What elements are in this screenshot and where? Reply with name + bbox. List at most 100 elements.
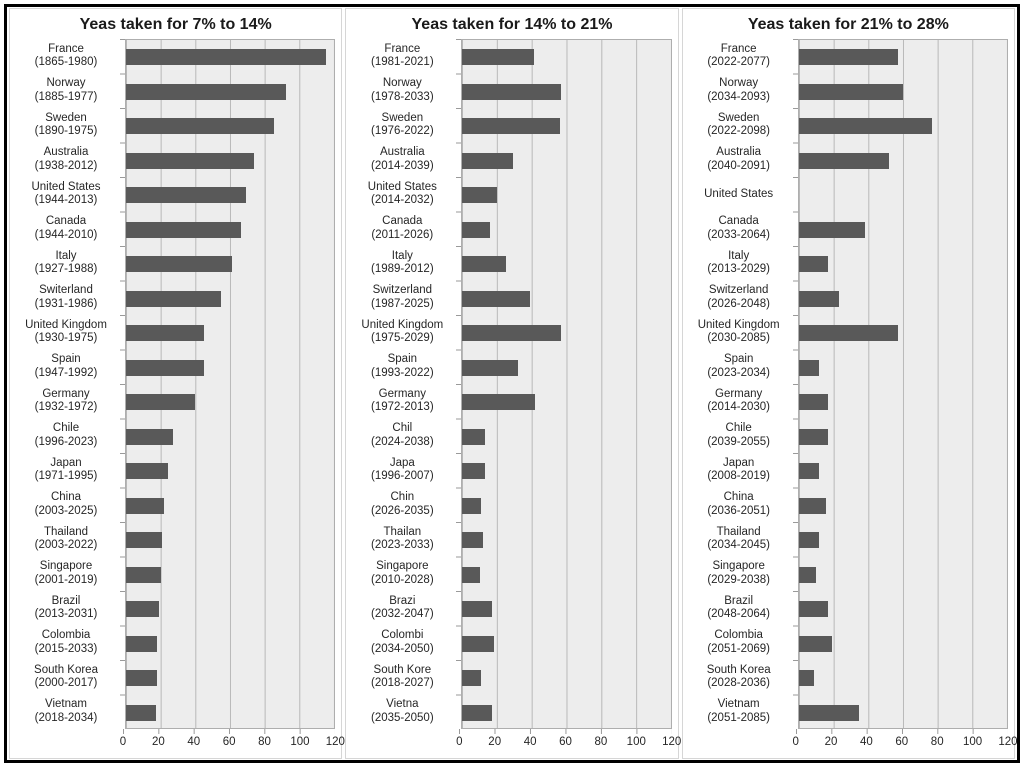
country-name: Germany (378, 387, 426, 400)
category-label: Thailand (2034-2045) (685, 522, 793, 557)
category-label: Germany (1932-1972) (12, 384, 120, 419)
category-row (126, 109, 334, 144)
period-range: (2015-2033) (34, 642, 98, 655)
category-labels: France (2022-2077) Norway (2034-2093) Sweden… (685, 39, 793, 729)
period-range: (1996-2023) (34, 435, 98, 448)
bar (462, 325, 562, 341)
period-range: (1944-2013) (34, 194, 98, 207)
bar (126, 118, 274, 134)
x-tick-label: 0 (792, 736, 799, 748)
country-name: United States (704, 187, 774, 200)
country-name: France (384, 42, 421, 55)
bar (126, 359, 205, 376)
period-range: (2036-2051) (707, 504, 770, 517)
country-name: South Korea (706, 663, 771, 676)
category-row (798, 40, 1007, 75)
category-row (462, 178, 670, 213)
category-label: Colombia (2015-2033) (12, 626, 120, 661)
bar (126, 635, 158, 652)
period-range: (2022-2098) (707, 125, 770, 138)
period-range: (1944-2010) (34, 228, 98, 241)
country-name: Vietnam (45, 698, 87, 711)
country-name: Italy (391, 249, 413, 262)
period-range: (1989-2012) (371, 263, 434, 276)
country-name: Brazi (389, 594, 416, 607)
category-row (462, 523, 670, 558)
category-row (126, 316, 334, 351)
bar (126, 428, 173, 445)
period-range: (1993-2022) (371, 366, 434, 379)
country-name: Colombia (41, 629, 91, 642)
country-name: Norway (719, 77, 759, 90)
bar (462, 566, 480, 583)
x-tick-label: 20 (151, 736, 165, 748)
period-range: (2023-2033) (371, 539, 434, 552)
category-row (798, 247, 1007, 282)
period-range: (2029-2038) (707, 573, 770, 586)
country-name: Switerland (39, 284, 93, 297)
period-range: (1971-1995) (34, 470, 98, 483)
category-row (126, 523, 334, 558)
country-name: South Kore (373, 663, 432, 676)
country-name: United States (31, 180, 101, 193)
category-label: Chil (2024-2038) (348, 419, 456, 454)
category-row (462, 661, 670, 696)
bar (462, 83, 562, 100)
chart-body: France (2022-2077) Norway (2034-2093) Sweden… (683, 39, 1014, 729)
category-label: Chin (2026-2035) (348, 488, 456, 523)
period-range: (2013-2029) (707, 263, 770, 276)
country-name: Switzerland (372, 284, 433, 297)
bar (126, 83, 286, 100)
x-tick-label: 120 (998, 736, 1018, 748)
bar (126, 152, 255, 169)
period-range: (2033-2064) (707, 228, 770, 241)
category-row (126, 178, 334, 213)
x-tick-label: 40 (523, 736, 537, 748)
category-row (799, 178, 1007, 213)
category-row (462, 144, 670, 179)
x-tick-label: 100 (963, 736, 983, 748)
category-row (798, 109, 1007, 144)
period-range: (2022-2077) (707, 56, 770, 69)
period-range: (2003-2022) (34, 539, 98, 552)
x-tick-label: 20 (824, 736, 838, 748)
bar (798, 221, 865, 238)
category-label: Chile (2039-2055) (685, 419, 793, 454)
bar (462, 428, 485, 445)
chart-panel-21-to-28: Yeas taken for 21% to 28% France (2022-20… (681, 8, 1018, 759)
bar (126, 394, 196, 410)
bar (462, 49, 534, 65)
category-row (798, 592, 1007, 627)
country-name: Spain (723, 353, 754, 366)
category-row (798, 213, 1007, 248)
category-label: China (2003-2025) (12, 488, 120, 523)
country-name: Japan (50, 456, 82, 469)
category-label: United States (1944-2013) (12, 177, 120, 212)
country-name: Colombia (714, 629, 763, 642)
bar (126, 670, 158, 686)
category-row (798, 454, 1007, 489)
category-row (126, 213, 334, 248)
bar (126, 290, 222, 307)
category-label: United Kingdom (2030-2085) (685, 315, 793, 350)
country-name: South Korea (34, 663, 98, 676)
bar (462, 256, 506, 272)
country-name: Norway (382, 77, 422, 90)
country-name: United States (367, 180, 437, 193)
x-tick-label: 120 (325, 736, 345, 748)
category-label: Vietnam (2051-2085) (685, 695, 793, 730)
category-label: United Kingdom (1975-2029) (348, 315, 456, 350)
category-row (126, 661, 334, 696)
category-label: France (1865-1980) (12, 39, 120, 74)
country-name: Japa (389, 456, 415, 469)
x-tick-label: 80 (258, 736, 271, 748)
category-row (798, 627, 1007, 662)
category-label: United Kingdom (1930-1975) (12, 315, 120, 350)
category-row (798, 558, 1007, 593)
period-range: (1978-2033) (371, 90, 434, 103)
x-axis-labels: 0 20 40 60 80 100 120 (456, 734, 681, 750)
x-axis: 0 20 40 60 80 100 120 (120, 729, 345, 755)
category-label: Italy (1927-1988) (12, 246, 120, 281)
x-tick-label: 40 (187, 736, 201, 748)
bar (798, 497, 827, 514)
